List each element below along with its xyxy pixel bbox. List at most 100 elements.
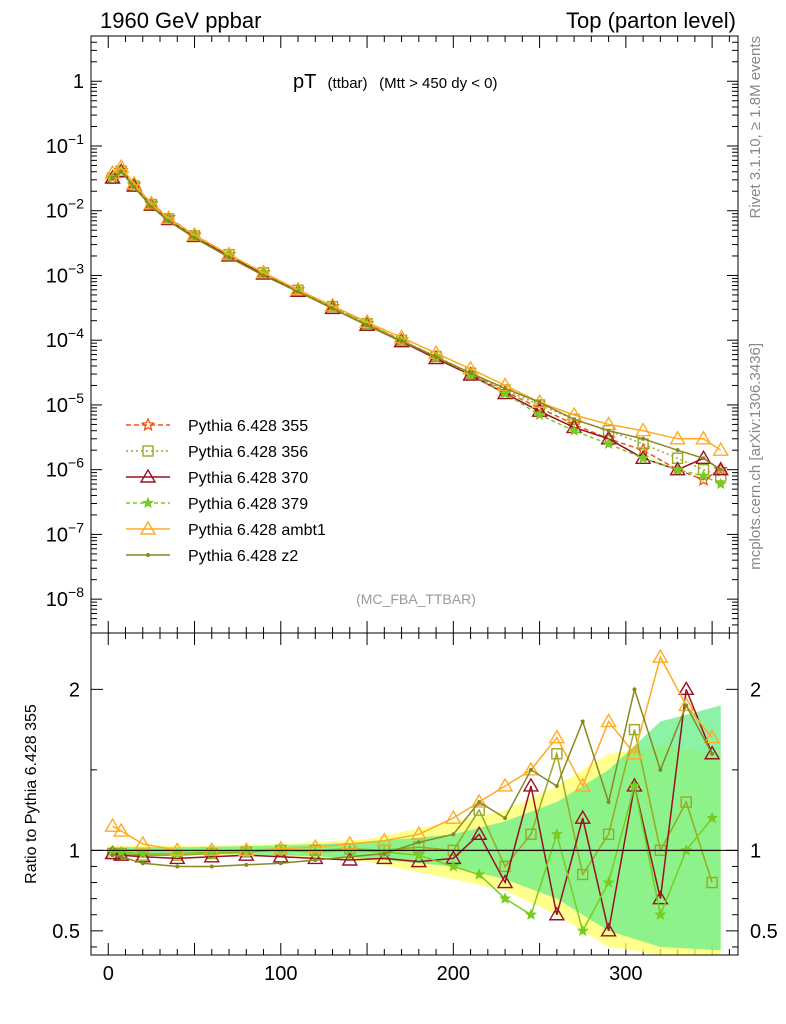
data-point xyxy=(468,371,473,376)
mcplots-label: mcplots.cern.ch [arXiv:1306.3436] xyxy=(747,343,764,570)
watermark: (MC_FBA_TTBAR) xyxy=(356,591,476,607)
ratio-point xyxy=(110,853,115,858)
data-point xyxy=(296,289,301,294)
data-point xyxy=(499,387,512,399)
data-point xyxy=(393,333,410,348)
data-point xyxy=(365,323,370,328)
data-point xyxy=(533,408,546,421)
ratio-point xyxy=(576,924,589,936)
ratio-point xyxy=(580,719,585,724)
data-point xyxy=(132,185,137,190)
ratio-point xyxy=(680,796,692,808)
ratio-point xyxy=(574,809,591,824)
legend-label: Pythia 6.428 ambt1 xyxy=(188,522,326,539)
data-point xyxy=(697,469,710,482)
data-point xyxy=(119,169,124,174)
main-series-layer xyxy=(104,158,729,490)
ratio-point xyxy=(574,777,591,792)
ratio-point xyxy=(119,854,124,859)
y-tick-label: 10−7 xyxy=(46,519,84,546)
y-tick-base: 10 xyxy=(46,136,68,158)
y-tick-base: 10 xyxy=(46,589,68,611)
ratio-series-5 xyxy=(110,686,715,869)
data-point xyxy=(289,281,307,296)
ratio-point xyxy=(628,779,641,792)
data-point xyxy=(634,422,652,437)
data-point xyxy=(701,456,706,461)
data-point xyxy=(255,264,272,279)
data-point xyxy=(324,297,341,312)
y-tick-label: 10−8 xyxy=(46,584,84,611)
ratio-point xyxy=(600,713,617,728)
data-point xyxy=(220,246,238,261)
y-tick-base: 10 xyxy=(46,395,68,417)
ratio-point xyxy=(112,846,130,861)
ratio-line xyxy=(112,686,713,868)
ratio-point xyxy=(175,864,180,869)
ratio-point xyxy=(496,874,514,889)
ratio-point xyxy=(341,835,359,850)
legend-marker xyxy=(146,553,150,557)
ratio-axes: 2 2 1 1 0.5 0.5 xyxy=(52,679,778,948)
data-point xyxy=(496,377,514,392)
data-point xyxy=(330,306,335,311)
ratio-point xyxy=(209,864,214,869)
ratio-point xyxy=(136,847,149,859)
ratio-y-tick-label-right: 2 xyxy=(750,679,761,701)
ratio-line xyxy=(112,689,713,932)
ratio-point xyxy=(410,825,428,840)
ratio-point xyxy=(654,908,667,920)
y-tick-base: 10 xyxy=(46,460,68,482)
x-tick-label: 0 xyxy=(103,963,114,985)
legend-marker xyxy=(139,468,157,483)
series-line xyxy=(112,166,722,451)
data-point xyxy=(399,339,404,344)
ratio-point xyxy=(577,868,589,881)
data-point xyxy=(669,430,686,445)
header-right: Top (parton level) xyxy=(566,8,736,33)
series-5 xyxy=(110,169,723,472)
y-tick-label: 10−4 xyxy=(46,325,84,352)
data-point xyxy=(110,176,115,181)
data-point xyxy=(637,451,650,464)
ratio-point xyxy=(112,822,130,837)
ratio-line xyxy=(112,729,713,883)
y-tick-exp: −1 xyxy=(68,131,84,147)
title-main: pT xyxy=(293,71,316,93)
legend-label: Pythia 6.428 379 xyxy=(188,496,308,513)
ratio-point xyxy=(238,846,255,861)
ratio-line xyxy=(112,785,713,933)
ratio-point xyxy=(706,876,718,889)
ratio-point xyxy=(376,850,393,865)
uncertainty-band-1 xyxy=(108,705,721,951)
title-sub1: (ttbar) xyxy=(328,75,368,92)
ratio-point xyxy=(307,850,324,865)
ratio-y-tick-label-right: 0.5 xyxy=(750,921,778,943)
y-tick-exp: −7 xyxy=(68,519,84,535)
ratio-point xyxy=(278,861,283,866)
ratio-point xyxy=(548,906,566,921)
ratio-point xyxy=(447,860,460,872)
ratio-point xyxy=(203,841,220,857)
ratio-point xyxy=(410,853,428,868)
data-point xyxy=(572,417,577,422)
ratio-point xyxy=(602,876,615,888)
y-tick-label: 10−1 xyxy=(46,131,84,158)
data-point xyxy=(671,463,684,475)
x-tick-labels: 0 100 200 300 xyxy=(103,963,643,985)
series-line xyxy=(112,170,722,471)
ratio-point xyxy=(169,850,186,865)
data-point xyxy=(261,273,266,278)
ratio-point xyxy=(347,854,352,859)
ratio-point xyxy=(503,816,508,821)
ratio-point xyxy=(606,800,611,805)
ratio-point xyxy=(238,841,255,857)
ratio-point xyxy=(416,840,421,845)
data-point xyxy=(434,355,439,360)
ratio-point xyxy=(626,745,643,760)
ratio-y-tick-label-left: 2 xyxy=(69,679,80,701)
data-point xyxy=(149,204,154,209)
data-point xyxy=(696,472,711,486)
data-point xyxy=(718,467,723,472)
